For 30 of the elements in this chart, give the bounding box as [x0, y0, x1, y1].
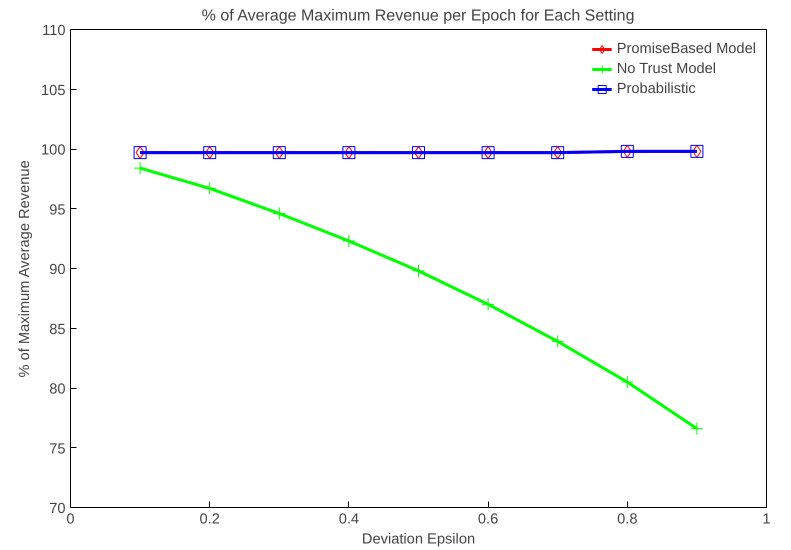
y-tick-label: 80 — [49, 382, 66, 398]
y-tick-label: 105 — [41, 82, 66, 99]
y-tick-label: 100 — [41, 142, 66, 158]
y-tick-label: 85 — [49, 322, 66, 338]
x-axis-title: Deviation Epsilon — [362, 532, 476, 548]
point — [203, 182, 216, 195]
x-tick-label: 0.8 — [617, 512, 638, 528]
x-tick-label: 0.6 — [478, 512, 498, 528]
chart-title: % of Average Maximum Revenue per Epoch for Each Setting — [202, 8, 634, 24]
y-tick-label: 90 — [49, 262, 66, 278]
point — [690, 422, 704, 436]
point — [620, 376, 634, 389]
point — [551, 334, 564, 348]
y-tick-label: 70 — [49, 501, 66, 517]
legend-label: No Trust Model — [616, 61, 716, 77]
legend-label: Probabilistic — [616, 81, 696, 97]
y-axis-title: % of Maximum Average Revenue — [17, 160, 34, 378]
point — [134, 162, 147, 175]
legend-label: PromiseBased Model — [616, 41, 756, 57]
point — [412, 264, 425, 278]
y-tick-label: 75 — [49, 441, 66, 458]
x-tick-label: 0.2 — [200, 512, 220, 528]
point — [272, 207, 286, 220]
x-tick-label: 0.4 — [338, 512, 360, 528]
point — [482, 298, 495, 311]
x-tick-label: 0 — [66, 512, 75, 528]
point — [342, 234, 356, 248]
x-tick-label: 1 — [762, 512, 771, 528]
y-tick-label: 95 — [49, 202, 66, 218]
y-tick-label: 110 — [42, 23, 66, 39]
